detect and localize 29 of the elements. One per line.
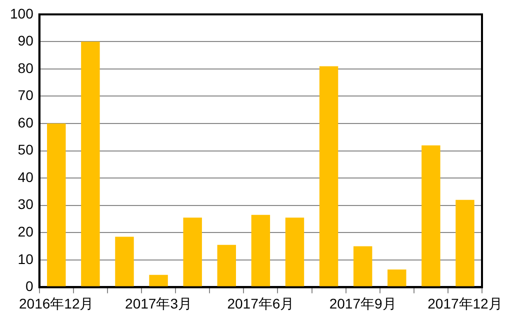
x-tick-label: 2017年3月 (125, 295, 192, 312)
bar (422, 145, 440, 287)
bar (319, 66, 338, 287)
bar (456, 200, 474, 287)
y-tick-label: 50 (18, 142, 34, 158)
bar (47, 124, 66, 287)
y-tick-label: 100 (10, 5, 34, 22)
bar (149, 274, 168, 287)
y-tick-label: 60 (18, 114, 34, 130)
bar (183, 218, 202, 287)
bar (251, 214, 270, 287)
bar (353, 246, 372, 287)
bar (115, 236, 134, 287)
bar (217, 244, 236, 287)
y-tick-label: 70 (18, 87, 34, 104)
x-tick-label: 2017年12月 (428, 295, 502, 312)
y-tick-label: 0 (26, 278, 34, 294)
x-tick-label: 2016年12月 (19, 295, 94, 312)
bar (285, 218, 304, 287)
y-tick-label: 10 (18, 250, 34, 267)
bar (388, 269, 406, 287)
bar (81, 42, 100, 287)
y-tick-label: 40 (18, 168, 34, 185)
x-tick-label: 2017年6月 (227, 295, 294, 312)
y-tick-label: 30 (18, 196, 34, 212)
y-tick-label: 90 (18, 32, 34, 49)
x-tick-label: 2017年9月 (329, 295, 396, 312)
y-tick-label: 80 (18, 60, 34, 76)
y-tick-label: 20 (18, 224, 34, 240)
